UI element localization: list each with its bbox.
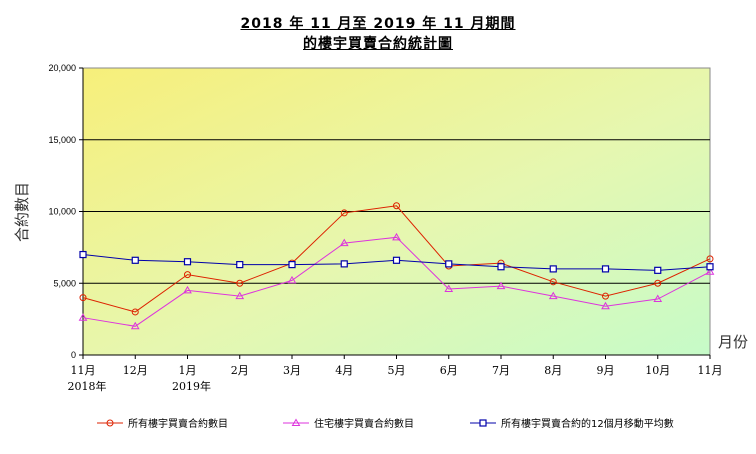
x-tick-label: 11月 <box>698 364 723 377</box>
x-year-label: 2019年 <box>172 379 211 393</box>
data-point <box>705 267 715 275</box>
series-line <box>82 236 711 327</box>
x-tick-label: 12月 <box>123 364 148 377</box>
data-point <box>130 321 140 330</box>
data-point <box>79 294 87 302</box>
data-point <box>392 256 401 264</box>
data-point <box>340 260 348 268</box>
x-axis-label: 月份 <box>718 333 748 351</box>
data-point <box>444 284 454 292</box>
data-point <box>479 419 487 427</box>
x-tick-label: 2月 <box>231 364 249 377</box>
data-point <box>496 281 506 290</box>
x-tick-label: 10月 <box>645 364 670 377</box>
data-point <box>549 265 557 273</box>
data-point <box>236 279 244 287</box>
data-point <box>653 294 663 303</box>
data-point <box>78 313 88 321</box>
data-point <box>340 209 348 217</box>
data-point <box>235 291 245 300</box>
data-point <box>183 258 192 266</box>
legend-label: 住宅樓宇買賣合約數目 <box>314 417 414 430</box>
series-1 <box>79 202 714 316</box>
data-point <box>236 260 244 269</box>
data-point <box>288 260 296 269</box>
data-point <box>706 255 714 263</box>
data-point <box>183 285 192 294</box>
data-point <box>392 232 401 241</box>
x-tick-label: 4月 <box>335 364 353 377</box>
legend-item: 所有樓宇買賣合約數目 <box>97 417 228 430</box>
data-point <box>654 266 662 274</box>
legend-item: 所有樓宇買賣合約的12個月移動平均數 <box>470 417 674 430</box>
data-point <box>601 265 610 273</box>
series-2 <box>78 232 715 330</box>
y-tick-label: 5,000 <box>53 278 76 288</box>
legend-item: 住宅樓宇買賣合約數目 <box>283 417 414 430</box>
series-line <box>82 205 711 313</box>
x-tick-label: 1月 <box>179 364 197 377</box>
data-point <box>601 301 610 310</box>
data-point <box>291 418 301 426</box>
chart-title: 2018 年 11 月至 2019 年 11 月期間 <box>240 16 516 32</box>
y-axis-label: 合約數目 <box>13 182 31 242</box>
y-tick-label: 20,000 <box>48 63 76 73</box>
data-point <box>654 279 662 287</box>
data-point <box>287 275 297 284</box>
legend-label: 所有樓宇買賣合約數目 <box>128 417 228 430</box>
data-point <box>106 419 114 427</box>
chart-subtitle: 的樓宇買賣合約統計圖 <box>303 36 453 52</box>
legend-label: 所有樓宇買賣合約的12個月移動平均數 <box>501 417 674 430</box>
x-tick-label: 6月 <box>440 364 458 377</box>
data-point <box>497 263 505 271</box>
data-point <box>549 278 557 286</box>
x-tick-label: 5月 <box>388 364 406 377</box>
data-point <box>184 271 191 279</box>
x-tick-label: 7月 <box>492 364 510 377</box>
x-tick-label: 11月 <box>71 364 96 377</box>
data-point <box>79 250 87 259</box>
data-point <box>339 238 349 247</box>
data-point <box>445 260 453 268</box>
x-tick-label: 9月 <box>597 364 615 377</box>
x-tick-label: 3月 <box>283 364 301 377</box>
x-year-label: 2018年 <box>68 379 107 393</box>
data-point <box>602 292 609 300</box>
x-tick-label: 8月 <box>544 364 562 377</box>
data-point <box>548 291 558 300</box>
y-tick-label: 0 <box>71 350 76 360</box>
series-3 <box>79 250 714 274</box>
data-point <box>706 263 714 271</box>
data-point <box>131 308 139 316</box>
data-point <box>393 202 400 210</box>
data-point <box>131 256 139 264</box>
y-tick-label: 10,000 <box>48 207 76 217</box>
y-tick-label: 15,000 <box>48 135 76 145</box>
